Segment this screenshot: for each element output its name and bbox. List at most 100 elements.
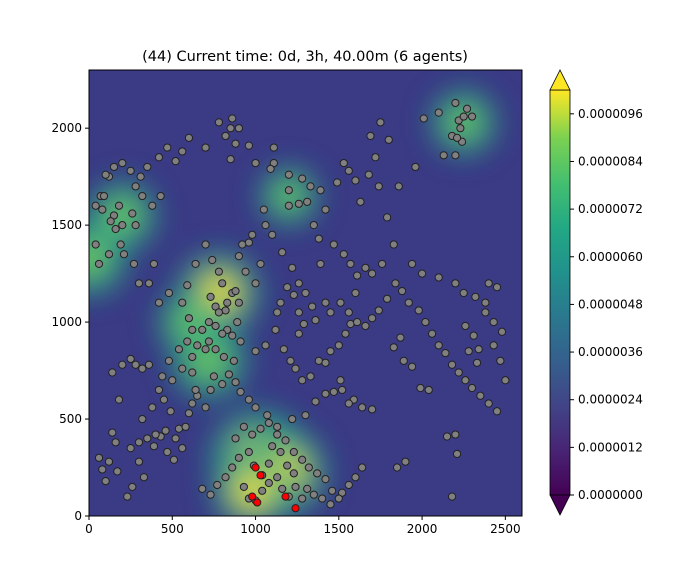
scatter-point [218,380,227,389]
scatter-point [148,201,157,210]
scatter-point [286,356,295,365]
colorbar-tick-label: 0.0000084 [578,154,643,168]
scatter-point [116,240,125,249]
scatter-point [221,131,230,141]
scatter-point [161,426,170,435]
scatter-point [346,319,355,329]
scatter-point [113,467,122,476]
scatter-point [159,395,169,404]
scatter-point [303,484,312,493]
scatter-point [447,492,457,501]
scatter-point [166,407,175,416]
scatter-point [136,172,145,181]
scatter-point [188,399,197,408]
scatter-point [414,306,423,315]
scatter-point [104,457,114,466]
scatter-point [301,411,310,420]
scatter-point [131,182,140,191]
scatter-point [309,490,318,499]
scatter-point [256,259,265,269]
scatter-point [231,286,240,296]
scatter-point [294,279,303,288]
colorbar-gradient [549,89,571,496]
scatter-point [181,422,190,431]
colorbar: 0.0000000 0.0000012 0.0000024 0.0000036 0.00… [549,69,643,516]
scatter-point [318,494,327,503]
scatter-point [271,325,280,334]
colorbar-tick-label: 0.0000060 [578,250,643,264]
scatter-point [261,341,270,350]
scatter-point [128,482,137,492]
agent-point [251,463,260,472]
scatter-point [371,153,380,162]
scatter-point [461,376,470,385]
scatter-point [244,447,253,457]
scatter-point [311,316,320,325]
scatter-point [226,124,235,133]
scatter-point [138,414,147,424]
scatter-point [118,221,127,230]
colorbar-tick-label: 0.0000000 [578,488,643,502]
scatter-point [303,197,312,206]
colorbar-ticks: 0.0000000 0.0000012 0.0000024 0.0000036 0.00… [570,107,643,502]
scatter-point [289,447,298,457]
scatter-point [258,486,267,495]
scatter-point [339,250,348,259]
scatter-point [178,298,187,307]
scatter-point [244,395,253,404]
scatter-point [399,356,408,365]
scatter-point [251,347,260,356]
scatter-point [278,248,287,257]
scatter-point [298,174,307,183]
scatter-point [251,158,260,168]
contour-glow-core [106,199,139,232]
scatter-point [351,288,360,298]
scatter-point [368,405,377,414]
contour-glow-core [233,472,271,510]
scatter-point [273,473,282,482]
scatter-point [224,370,233,379]
scatter-point [251,279,260,288]
scatter-point [396,333,405,342]
scatter-point [218,279,227,288]
scatter-point [344,480,353,490]
agent-point [248,492,257,501]
scatter-point [244,238,253,247]
scatter-point [326,500,335,509]
scatter-point [298,455,307,464]
scatter-point [94,453,104,462]
scatter-point [298,494,307,503]
scatter-point [459,112,468,121]
scatter-point [211,345,220,354]
scatter-point [184,314,194,323]
scatter-point [269,143,278,152]
scatter-point [171,434,180,443]
scatter-point [164,356,174,365]
plot-area: 0 500 1000 1500 2000 2500 0 500 1000 1500 2000 [51,69,523,536]
scatter-point [213,480,222,490]
scatter-point [273,308,282,317]
y-tick-label: 2000 [51,121,82,135]
scatter-point [251,403,260,412]
scatter-point [134,438,144,447]
x-tick-label: 2000 [407,522,438,536]
scatter-point [233,317,242,327]
scatter-point [214,118,223,127]
scatter-point [401,457,410,466]
scatter-point [206,385,215,395]
scatter-point [131,221,140,230]
scatter-point [138,191,147,201]
scatter-point [316,186,325,195]
scatter-point [356,197,365,206]
chart-title: (44) Current time: 0d, 3h, 40.00m (6 age… [142,49,468,65]
scatter-point [201,143,210,152]
scatter-point [273,422,282,431]
scatter-point [209,372,219,381]
scatter-point [154,298,164,307]
scatter-point [333,178,342,187]
scatter-point [266,164,275,173]
scatter-point [374,306,383,315]
scatter-point [188,368,197,377]
x-tick-label: 1500 [324,522,355,536]
scatter-point [316,259,325,269]
